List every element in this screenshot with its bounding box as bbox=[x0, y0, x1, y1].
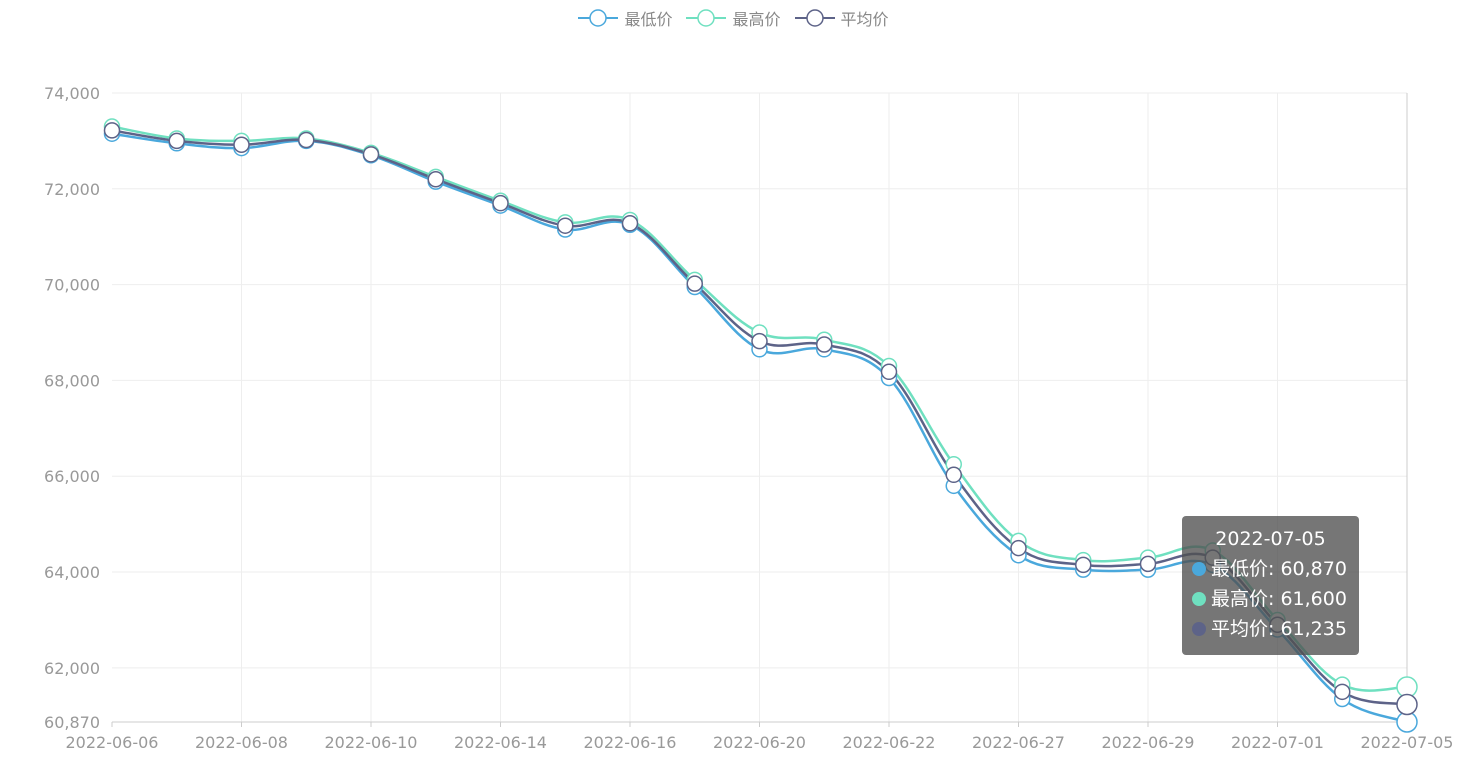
tooltip-avg-dot bbox=[1192, 622, 1206, 636]
tooltip-low-label: 最低价: 60,870 bbox=[1211, 558, 1347, 580]
data-point-2[interactable] bbox=[621, 215, 639, 232]
data-point-2[interactable] bbox=[362, 146, 380, 163]
data-point-2[interactable] bbox=[1334, 683, 1351, 701]
data-point-2[interactable] bbox=[168, 132, 185, 150]
x-tick-label: 2022-06-20 bbox=[713, 733, 806, 752]
y-tick-label: 68,000 bbox=[44, 371, 100, 390]
tooltip-high-label: 最高价: 61,600 bbox=[1211, 588, 1347, 610]
y-tick-label: 74,000 bbox=[44, 84, 100, 103]
data-point-2[interactable] bbox=[1139, 555, 1157, 573]
legend-label-low: 最低价 bbox=[624, 10, 673, 29]
legend-item-avg[interactable]: 平均价 bbox=[794, 6, 889, 30]
tooltip-date: 2022-07-05 bbox=[1215, 528, 1326, 550]
x-tick-label: 2022-06-06 bbox=[66, 733, 159, 752]
x-tick-label: 2022-06-29 bbox=[1102, 733, 1195, 752]
y-tick-label: 60,870 bbox=[44, 713, 100, 732]
tooltip-row-avg: 平均价: 61,235 bbox=[1192, 614, 1359, 644]
chart-legend: 最低价 最高价 平均价 bbox=[0, 6, 1467, 30]
legend-item-high[interactable]: 最高价 bbox=[686, 6, 781, 30]
y-tick-label: 66,000 bbox=[44, 467, 100, 486]
data-point-2[interactable] bbox=[751, 332, 768, 350]
tooltip-avg-label: 平均价: 61,235 bbox=[1211, 618, 1347, 640]
legend-low-icon bbox=[578, 9, 619, 27]
x-tick-label: 2022-06-08 bbox=[195, 733, 288, 752]
y-tick-label: 70,000 bbox=[44, 276, 100, 295]
data-point-2[interactable] bbox=[1396, 693, 1418, 716]
y-tick-label: 62,000 bbox=[44, 659, 100, 678]
y-tick-label: 64,000 bbox=[44, 563, 100, 582]
legend-item-low[interactable]: 最低价 bbox=[578, 6, 672, 30]
x-tick-label: 2022-07-05 bbox=[1361, 733, 1454, 752]
data-point-2[interactable] bbox=[492, 194, 509, 212]
x-tick-label: 2022-06-10 bbox=[325, 733, 418, 752]
data-point-2[interactable] bbox=[816, 336, 833, 353]
data-point-2[interactable] bbox=[427, 170, 444, 188]
x-tick-label: 2022-06-14 bbox=[454, 733, 547, 752]
data-point-2[interactable] bbox=[1075, 556, 1092, 574]
data-point-2[interactable] bbox=[298, 131, 315, 149]
data-point-2[interactable] bbox=[233, 136, 250, 153]
data-point-2[interactable] bbox=[103, 122, 121, 139]
data-point-2[interactable] bbox=[880, 363, 898, 381]
legend-avg-icon bbox=[794, 9, 835, 27]
tooltip-row-low: 最低价: 60,870 bbox=[1192, 554, 1359, 584]
legend-label-avg: 平均价 bbox=[840, 10, 889, 29]
tooltip-low-dot bbox=[1192, 562, 1206, 576]
legend-high-icon bbox=[686, 9, 727, 27]
legend-label-high: 最高价 bbox=[732, 10, 781, 29]
data-point-2[interactable] bbox=[1010, 539, 1027, 557]
x-tick-label: 2022-06-22 bbox=[843, 733, 936, 752]
tooltip-row-high: 最高价: 61,600 bbox=[1192, 584, 1359, 614]
y-tick-label: 72,000 bbox=[44, 180, 100, 199]
data-point-2[interactable] bbox=[557, 217, 574, 234]
tooltip-high-dot bbox=[1192, 592, 1206, 606]
chart-tooltip: 2022-07-05 最低价: 60,870 最高价: 61,600 平均价: … bbox=[1182, 516, 1359, 655]
x-tick-label: 2022-07-01 bbox=[1231, 733, 1324, 752]
data-point-2[interactable] bbox=[945, 466, 962, 484]
x-tick-label: 2022-06-27 bbox=[972, 733, 1065, 752]
data-point-2[interactable] bbox=[686, 275, 703, 292]
x-tick-label: 2022-06-16 bbox=[584, 733, 677, 752]
